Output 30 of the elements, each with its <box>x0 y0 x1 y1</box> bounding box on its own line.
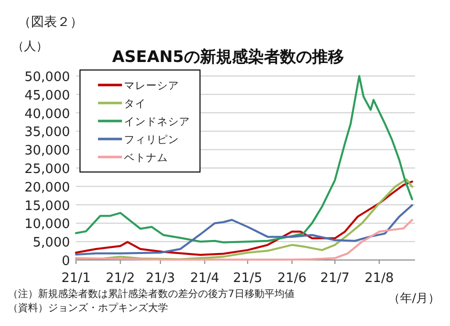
x-tick-label: 21/4 <box>190 271 220 286</box>
text: （図表２） <box>18 15 83 30</box>
x-axis-title: （年/月） <box>388 291 440 305</box>
text: （注）新規感染者数は累計感染者数の差分の後方7日移動平均値 <box>8 288 294 300</box>
legend-label: マレーシア <box>124 80 179 92</box>
y-tick-label: 30,000 <box>24 144 70 159</box>
x-tick-label: 21/8 <box>364 271 394 286</box>
y-tick-label: 5,000 <box>32 236 70 251</box>
y-tick-label: 50,000 <box>24 70 70 85</box>
y-tick-label: 15,000 <box>24 198 70 214</box>
chart-title: ASEAN5の新規感染者数の推移 <box>112 47 344 66</box>
y-tick-label: 0 <box>62 254 70 269</box>
x-tick-label: 21/1 <box>61 271 91 286</box>
y-tick-label: 35,000 <box>24 125 70 140</box>
legend-label: インドネシア <box>124 116 190 128</box>
x-tick-label: 21/6 <box>277 271 307 286</box>
y-tick-label: 45,000 <box>24 88 70 104</box>
y-tick-label: 10,000 <box>24 217 70 232</box>
y-tick-label: 25,000 <box>24 162 70 177</box>
y-tick-label: 20,000 <box>24 180 70 196</box>
x-tick-label: 21/5 <box>233 271 262 286</box>
x-tick-label: 21/7 <box>320 271 350 286</box>
y-tick-label: 40,000 <box>24 106 70 122</box>
x-tick-label: 21/3 <box>146 271 175 286</box>
text: （資料）ジョンズ・ホプキンズ大学 <box>8 302 168 314</box>
legend-label: ベトナム <box>124 152 168 164</box>
y-axis-title: （人） <box>12 39 48 53</box>
x-tick-label: 21/2 <box>106 271 135 286</box>
legend-label: タイ <box>124 98 146 110</box>
legend-label: フィリピン <box>124 134 179 146</box>
